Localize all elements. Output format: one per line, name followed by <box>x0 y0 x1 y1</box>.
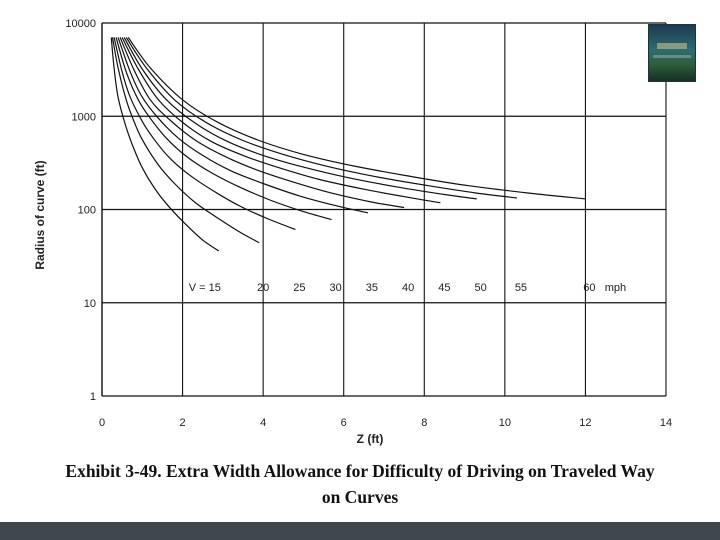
series-line <box>117 37 369 214</box>
y-axis-ticks: 1 10 100 1000 10000 <box>65 18 96 403</box>
x-tick-label: 8 <box>421 417 427 429</box>
x-tick-label: 6 <box>341 417 347 429</box>
x-tick-label: 10 <box>499 417 511 429</box>
series-label: 55 <box>515 282 527 294</box>
series-label: 20 <box>257 282 269 294</box>
x-axis-label: Z (ft) <box>357 432 384 446</box>
series-line <box>119 37 405 209</box>
logo-image <box>648 24 696 82</box>
y-tick-label: 10 <box>84 298 96 310</box>
footer-bar <box>0 522 720 540</box>
series-label: 60 <box>583 282 595 294</box>
series-line <box>125 37 517 199</box>
caption-line-2: on Curves <box>321 487 399 507</box>
series-label: V = 15 <box>189 282 221 294</box>
figure-caption: Exhibit 3-49. Extra Width Allowance for … <box>0 458 720 510</box>
x-tick-label: 12 <box>579 417 591 429</box>
series-line <box>110 37 220 252</box>
series-label: 30 <box>330 282 342 294</box>
series-line <box>127 37 586 200</box>
series-labels: V = 15 20 25 30 35 40 45 50 55 60 mph <box>189 282 626 294</box>
y-tick-label: 1 <box>90 391 96 403</box>
y-tick-label: 10000 <box>65 18 96 30</box>
series-line <box>115 37 332 221</box>
chart-series-lines <box>110 37 586 252</box>
x-axis-ticks: 0 2 4 6 8 10 12 14 <box>99 417 672 429</box>
chart-grid <box>101 22 667 397</box>
series-label: 35 <box>366 282 378 294</box>
series-label: 25 <box>293 282 305 294</box>
series-line <box>113 37 296 231</box>
series-label: 50 <box>475 282 487 294</box>
x-tick-label: 2 <box>180 417 186 429</box>
x-tick-label: 14 <box>660 417 672 429</box>
series-line <box>111 37 260 244</box>
units-label: mph <box>605 282 626 294</box>
series-label: 45 <box>438 282 450 294</box>
caption-line-1: Exhibit 3-49. Extra Width Allowance for … <box>65 461 655 481</box>
series-label: 40 <box>402 282 414 294</box>
series-line <box>123 37 477 200</box>
y-axis-label: Radius of curve (ft) <box>33 160 47 269</box>
y-tick-label: 100 <box>78 205 96 217</box>
chart: 0 2 4 6 8 10 12 14 1 10 100 1000 10000 V = 15 20 25 30… <box>33 18 672 446</box>
y-tick-label: 1000 <box>72 111 96 123</box>
series-line <box>121 37 441 204</box>
x-tick-label: 0 <box>99 417 105 429</box>
x-tick-label: 4 <box>260 417 266 429</box>
